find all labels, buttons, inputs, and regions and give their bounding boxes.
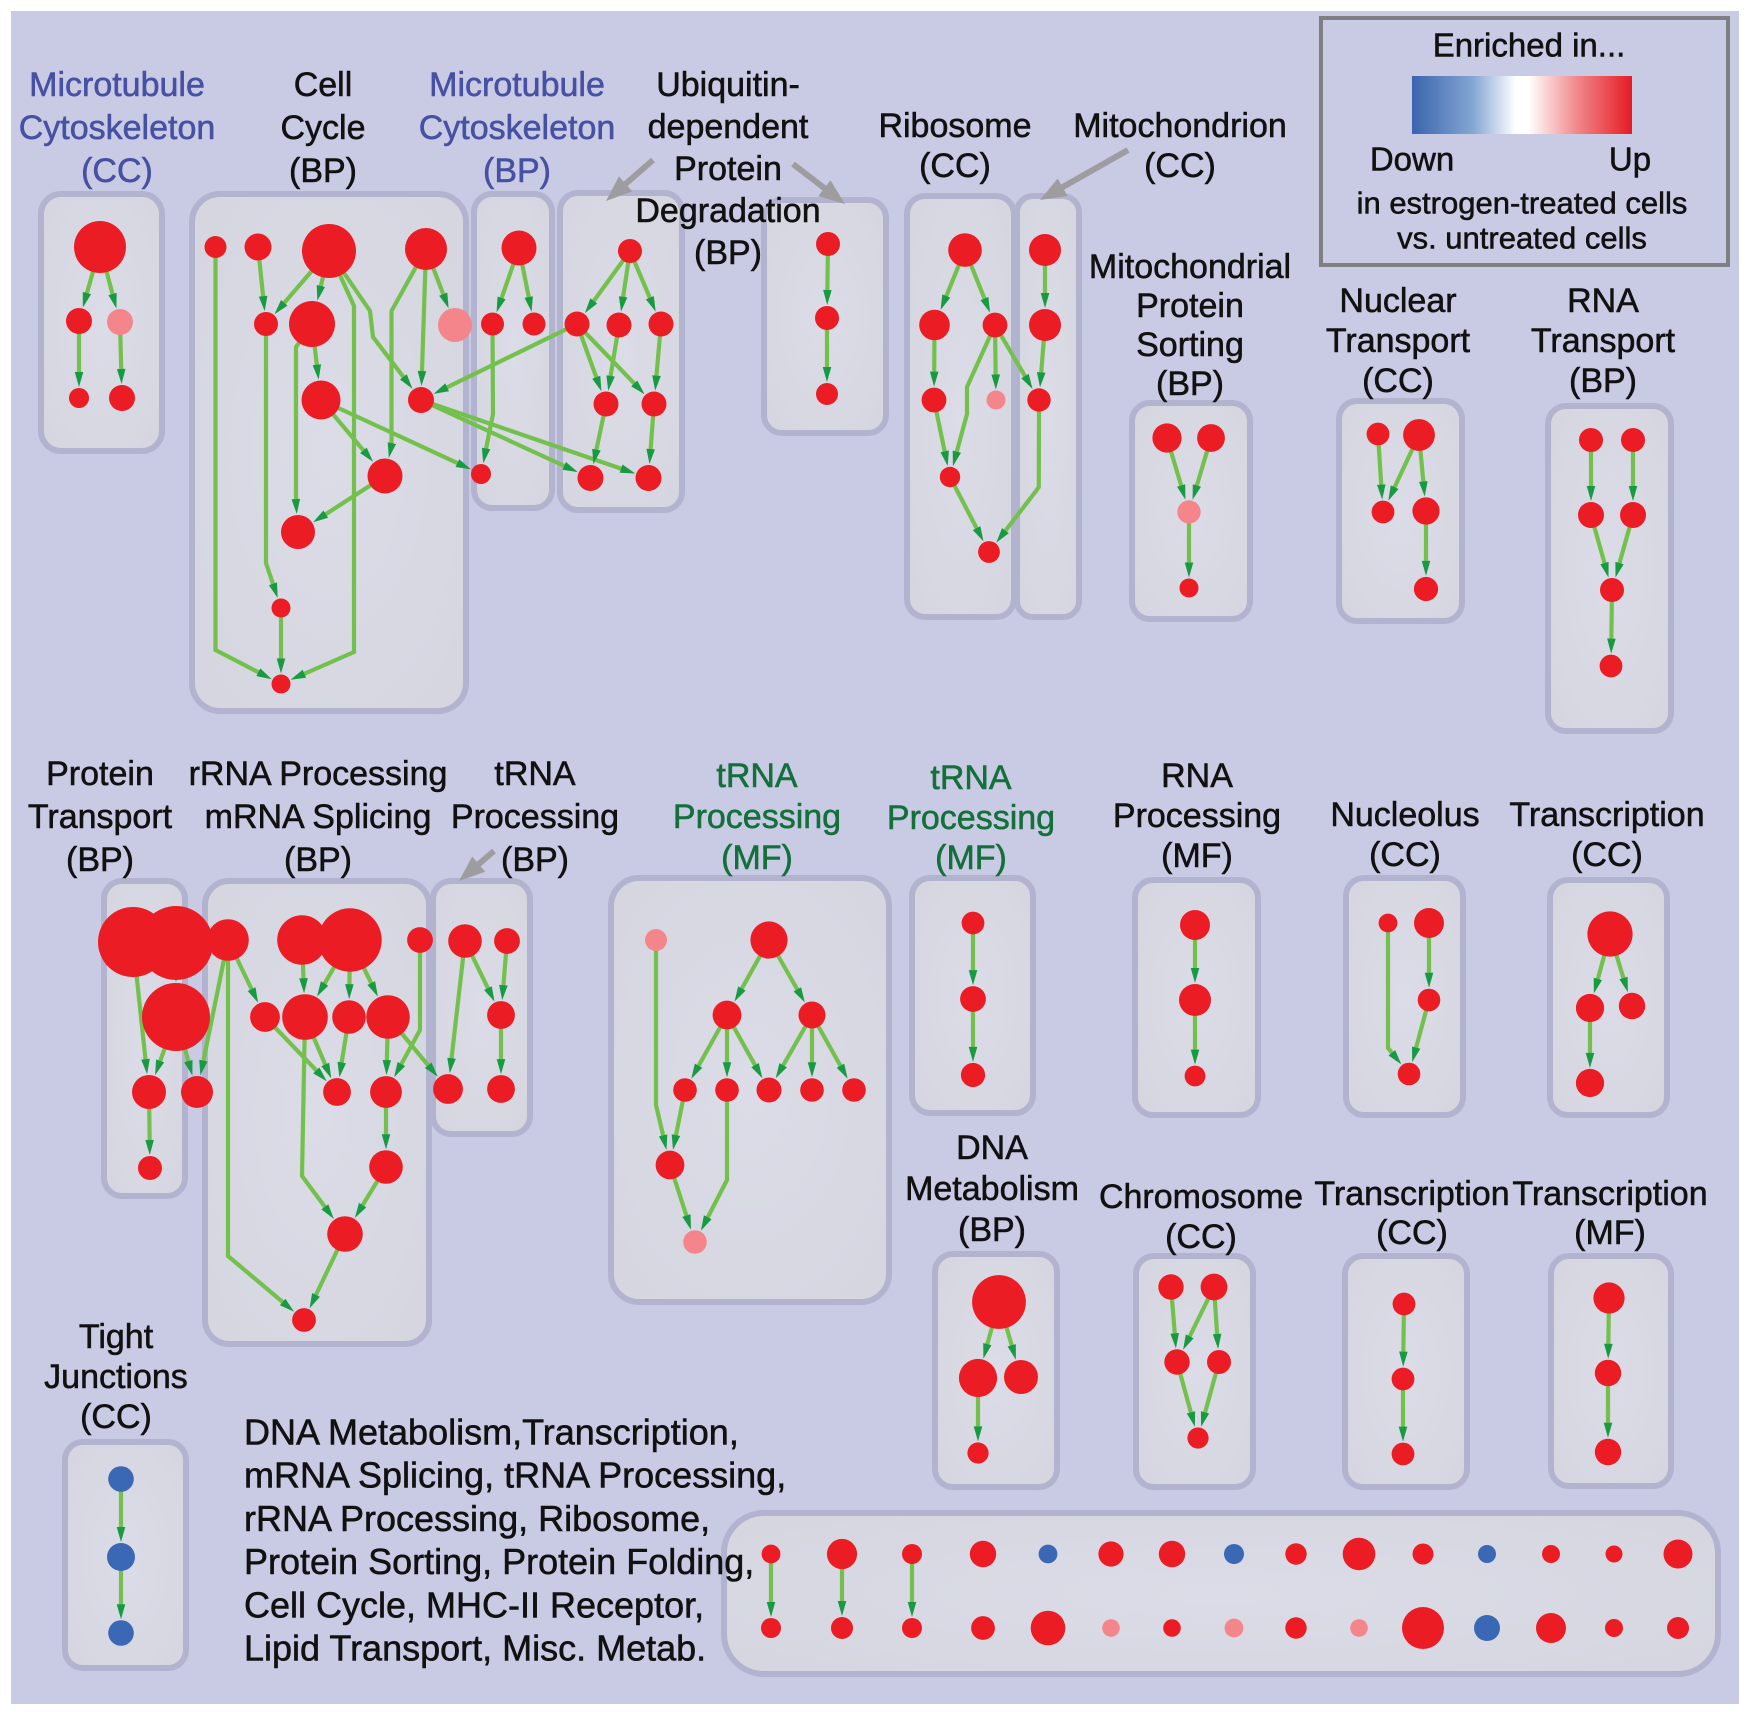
svg-text:DNA Metabolism,Transcription,: DNA Metabolism,Transcription, — [244, 1412, 739, 1453]
svg-text:tRNA: tRNA — [494, 755, 576, 793]
svg-text:Protein: Protein — [1136, 287, 1244, 325]
svg-text:Mitochondrial: Mitochondrial — [1089, 248, 1291, 286]
svg-text:(CC): (CC) — [919, 147, 991, 185]
svg-text:(CC): (CC) — [1571, 836, 1643, 874]
svg-text:(CC): (CC) — [1165, 1218, 1237, 1256]
svg-text:in estrogen-treated cells: in estrogen-treated cells — [1357, 186, 1688, 221]
svg-text:(CC): (CC) — [1144, 147, 1216, 185]
svg-text:Transcription: Transcription — [1314, 1175, 1509, 1213]
svg-text:(CC): (CC) — [1362, 362, 1434, 400]
svg-text:(BP): (BP) — [1569, 362, 1637, 400]
svg-text:Microtubule: Microtubule — [429, 66, 605, 104]
svg-text:Processing: Processing — [673, 798, 841, 836]
svg-text:(BP): (BP) — [289, 152, 357, 190]
svg-text:Chromosome: Chromosome — [1099, 1178, 1303, 1216]
svg-text:(BP): (BP) — [694, 234, 762, 272]
svg-text:Protein: Protein — [46, 755, 154, 793]
svg-text:(MF): (MF) — [1574, 1214, 1646, 1252]
svg-text:Ubiquitin-: Ubiquitin- — [656, 66, 800, 104]
svg-text:(BP): (BP) — [284, 841, 352, 879]
svg-text:DNA: DNA — [956, 1129, 1028, 1167]
svg-text:Metabolism: Metabolism — [905, 1170, 1079, 1208]
svg-text:Sorting: Sorting — [1136, 326, 1244, 364]
svg-text:Processing: Processing — [1113, 797, 1281, 835]
svg-text:Processing: Processing — [887, 799, 1055, 837]
svg-text:Transport: Transport — [28, 798, 173, 836]
svg-text:(CC): (CC) — [1369, 836, 1441, 874]
svg-text:Degradation: Degradation — [635, 192, 820, 230]
svg-text:Junctions: Junctions — [44, 1358, 188, 1396]
svg-text:Protein: Protein — [674, 150, 782, 188]
svg-text:Tight: Tight — [79, 1318, 154, 1356]
svg-text:mRNA Splicing, tRNA Processing: mRNA Splicing, tRNA Processing, — [244, 1455, 786, 1496]
svg-text:Microtubule: Microtubule — [29, 66, 205, 104]
svg-text:Cell Cycle, MHC-II Receptor,: Cell Cycle, MHC-II Receptor, — [244, 1584, 704, 1625]
svg-text:Transport: Transport — [1326, 322, 1471, 360]
svg-text:(BP): (BP) — [1156, 365, 1224, 403]
svg-text:Processing: Processing — [451, 798, 619, 836]
svg-text:(BP): (BP) — [958, 1211, 1026, 1249]
svg-text:Up: Up — [1609, 141, 1651, 178]
svg-text:Mitochondrion: Mitochondrion — [1073, 107, 1287, 145]
svg-text:Cytoskeleton: Cytoskeleton — [19, 109, 216, 147]
svg-text:rRNA Processing: rRNA Processing — [189, 755, 448, 793]
svg-text:vs. untreated cells: vs. untreated cells — [1397, 221, 1647, 256]
svg-text:(BP): (BP) — [66, 841, 134, 879]
svg-text:(BP): (BP) — [483, 152, 551, 190]
svg-text:Nucleolus: Nucleolus — [1330, 796, 1479, 834]
svg-text:dependent: dependent — [648, 108, 809, 146]
svg-text:(MF): (MF) — [935, 839, 1007, 877]
svg-text:Cycle: Cycle — [280, 109, 365, 147]
svg-text:(CC): (CC) — [1376, 1214, 1448, 1252]
svg-text:Lipid Transport, Misc. Metab.: Lipid Transport, Misc. Metab. — [244, 1628, 706, 1669]
svg-text:Transcription: Transcription — [1509, 796, 1704, 834]
svg-text:(MF): (MF) — [1161, 837, 1233, 875]
svg-text:Enriched in...: Enriched in... — [1433, 27, 1626, 64]
svg-text:Transport: Transport — [1531, 322, 1676, 360]
svg-text:RNA: RNA — [1161, 757, 1233, 795]
svg-text:RNA: RNA — [1567, 282, 1639, 320]
svg-text:mRNA Splicing: mRNA Splicing — [205, 798, 432, 836]
svg-text:(BP): (BP) — [501, 841, 569, 879]
svg-text:(MF): (MF) — [721, 839, 793, 877]
svg-text:Nuclear: Nuclear — [1339, 282, 1456, 320]
svg-text:Cell: Cell — [294, 66, 353, 104]
svg-text:Down: Down — [1370, 141, 1454, 178]
svg-text:tRNA: tRNA — [716, 757, 798, 795]
svg-text:tRNA: tRNA — [930, 759, 1012, 797]
svg-text:rRNA Processing, Ribosome,: rRNA Processing, Ribosome, — [244, 1498, 710, 1539]
svg-text:Ribosome: Ribosome — [878, 107, 1031, 145]
svg-text:(CC): (CC) — [81, 152, 153, 190]
svg-text:Cytoskeleton: Cytoskeleton — [419, 109, 616, 147]
svg-text:Protein Sorting, Protein Foldi: Protein Sorting, Protein Folding, — [244, 1541, 754, 1582]
svg-text:(CC): (CC) — [80, 1398, 152, 1436]
svg-text:Transcription: Transcription — [1512, 1175, 1707, 1213]
